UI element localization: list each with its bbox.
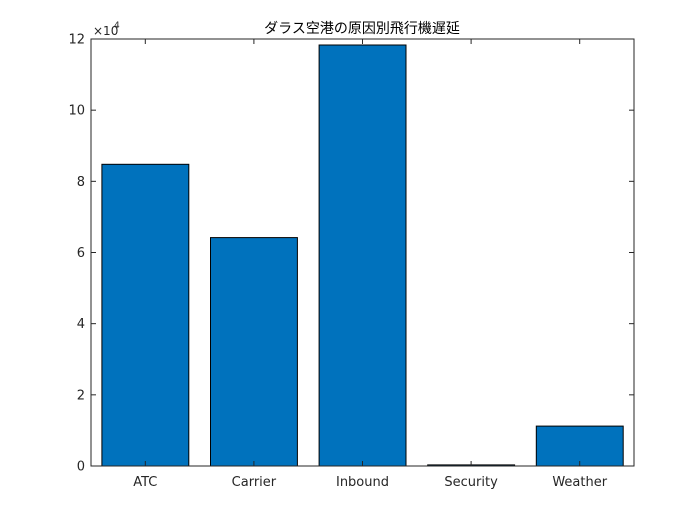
bar-atc (101, 163, 190, 467)
x-tick-label-carrier: Carrier (232, 475, 277, 490)
x-ticks: ATC Carrier Inbound Security Weather (133, 39, 608, 490)
y-exponent-base: ×10 (93, 24, 118, 38)
x-tick-label-weather: Weather (552, 475, 607, 490)
y-tick-label: 10 (68, 104, 85, 119)
x-tick-label-inbound: Inbound (336, 475, 389, 490)
bars (101, 44, 624, 467)
y-tick-label: 6 (77, 246, 85, 261)
x-tick-label-atc: ATC (133, 475, 157, 490)
bar-carrier (210, 237, 298, 467)
x-tick-label-security: Security (444, 475, 498, 490)
y-tick-label: 2 (77, 388, 85, 403)
y-exponent-power: 4 (114, 21, 120, 31)
y-tick-label: 4 (77, 317, 85, 332)
y-tick-label: 8 (77, 175, 85, 190)
y-ticks: 0 2 4 6 8 10 12 (68, 33, 634, 475)
y-tick-label: 0 (77, 460, 85, 475)
y-tick-label: 12 (68, 33, 85, 48)
chart-title: ダラス空港の原因別飛行機遅延 (264, 21, 460, 37)
bar-inbound (318, 44, 407, 467)
bar-weather (535, 425, 624, 467)
